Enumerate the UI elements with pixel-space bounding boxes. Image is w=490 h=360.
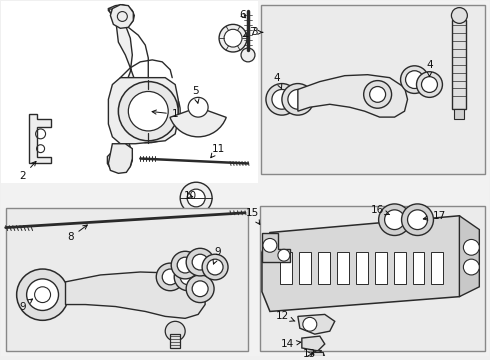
Polygon shape <box>302 336 325 351</box>
Polygon shape <box>298 314 335 334</box>
Circle shape <box>369 86 386 102</box>
Circle shape <box>187 189 205 207</box>
Polygon shape <box>110 5 133 28</box>
Bar <box>432 252 443 284</box>
Circle shape <box>464 239 479 255</box>
Circle shape <box>188 97 208 117</box>
Circle shape <box>180 269 196 285</box>
Circle shape <box>416 72 442 97</box>
Bar <box>356 252 368 284</box>
Polygon shape <box>28 114 50 163</box>
Text: 4: 4 <box>273 73 282 89</box>
Circle shape <box>186 248 214 276</box>
Circle shape <box>406 71 423 89</box>
Circle shape <box>400 66 428 94</box>
Text: 10: 10 <box>184 191 196 201</box>
Circle shape <box>278 249 290 261</box>
Bar <box>0 1 258 183</box>
Polygon shape <box>298 75 408 117</box>
Bar <box>261 5 485 174</box>
Circle shape <box>224 29 242 47</box>
Polygon shape <box>107 9 138 171</box>
Bar <box>170 334 180 348</box>
Circle shape <box>263 238 277 252</box>
Circle shape <box>116 80 180 143</box>
Text: 3: 3 <box>251 27 263 37</box>
Polygon shape <box>108 5 134 27</box>
Circle shape <box>303 318 317 331</box>
Text: 5: 5 <box>192 86 199 103</box>
Polygon shape <box>108 78 178 144</box>
Bar <box>375 252 387 284</box>
Circle shape <box>379 204 411 235</box>
Polygon shape <box>460 216 479 297</box>
Circle shape <box>177 257 193 273</box>
Circle shape <box>219 24 247 52</box>
Text: 15: 15 <box>245 208 260 224</box>
Polygon shape <box>66 272 205 318</box>
Circle shape <box>464 259 479 275</box>
Circle shape <box>401 204 434 235</box>
Circle shape <box>192 254 208 270</box>
Text: 14: 14 <box>281 339 301 349</box>
Bar <box>6 208 248 351</box>
Circle shape <box>207 259 223 275</box>
Text: 13: 13 <box>303 349 317 359</box>
Text: 9: 9 <box>213 247 221 264</box>
Circle shape <box>128 91 168 131</box>
Text: 6: 6 <box>240 10 246 21</box>
Circle shape <box>288 90 308 109</box>
Circle shape <box>171 251 199 279</box>
Text: 1: 1 <box>152 109 178 119</box>
Bar <box>337 252 349 284</box>
Circle shape <box>272 90 292 109</box>
Circle shape <box>202 254 228 280</box>
Text: 7: 7 <box>243 27 255 37</box>
Bar <box>454 109 465 119</box>
Text: 4: 4 <box>426 60 433 77</box>
Bar <box>318 252 330 284</box>
Circle shape <box>180 182 212 214</box>
Circle shape <box>266 84 298 115</box>
Circle shape <box>282 84 314 115</box>
Bar <box>393 252 406 284</box>
Bar <box>452 21 466 109</box>
Circle shape <box>408 210 427 230</box>
Text: 17: 17 <box>423 211 446 221</box>
Circle shape <box>311 351 325 360</box>
Wedge shape <box>170 107 226 137</box>
Circle shape <box>119 82 178 141</box>
Text: 8: 8 <box>67 225 87 243</box>
Bar <box>299 252 311 284</box>
Circle shape <box>174 263 202 291</box>
Text: 2: 2 <box>19 161 36 181</box>
Circle shape <box>186 275 214 302</box>
Circle shape <box>26 279 58 310</box>
Circle shape <box>451 8 467 23</box>
Text: 9: 9 <box>19 299 32 311</box>
Circle shape <box>385 210 405 230</box>
Circle shape <box>192 281 208 297</box>
Circle shape <box>17 269 69 320</box>
Text: 16: 16 <box>371 205 390 215</box>
Bar <box>280 252 292 284</box>
Bar <box>313 352 323 356</box>
Circle shape <box>364 81 392 108</box>
Bar <box>413 252 424 284</box>
Circle shape <box>165 321 185 341</box>
Circle shape <box>241 48 255 62</box>
Circle shape <box>126 90 170 133</box>
Polygon shape <box>108 144 132 173</box>
Circle shape <box>156 263 184 291</box>
Circle shape <box>421 77 438 93</box>
Text: 11: 11 <box>211 144 225 158</box>
Polygon shape <box>262 233 290 262</box>
Bar <box>260 206 485 351</box>
Circle shape <box>162 269 178 285</box>
Text: 12: 12 <box>276 311 295 321</box>
Polygon shape <box>262 216 474 311</box>
